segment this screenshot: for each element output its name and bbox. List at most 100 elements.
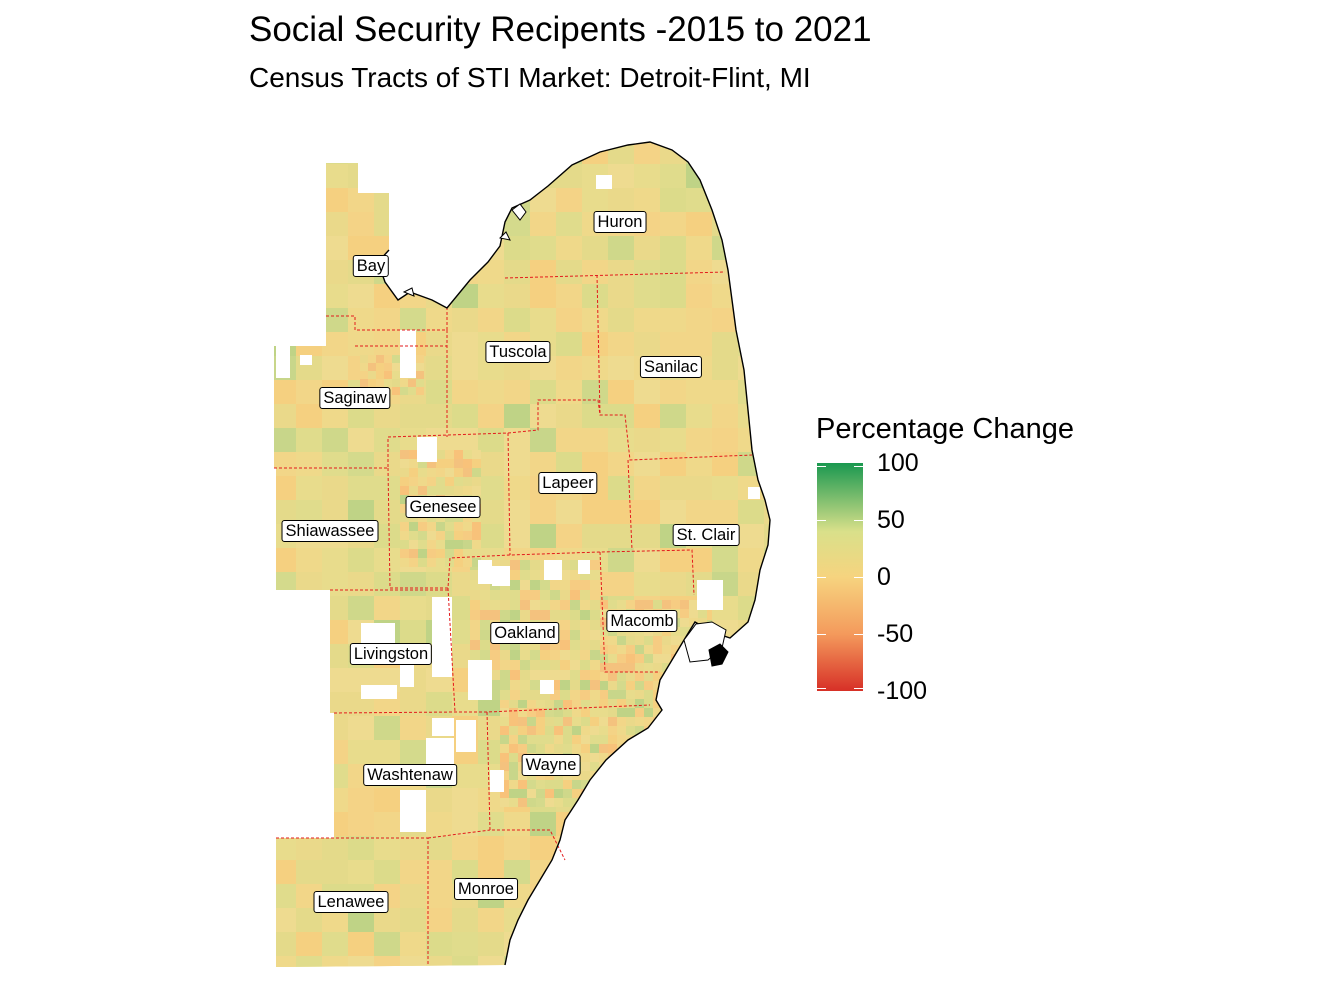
tract-cell: [582, 284, 608, 308]
tract-cell: [764, 572, 770, 596]
tract-cell: [617, 726, 626, 735]
tract-cell: [500, 640, 510, 650]
tract-cell: [686, 932, 712, 956]
tract-cell: [478, 212, 504, 236]
tract-cell: [608, 645, 617, 654]
tract-cell: [480, 590, 490, 600]
tract-cell: [504, 380, 530, 404]
tract-cell: [500, 690, 510, 700]
tract-cell: [563, 789, 572, 798]
tract-cell: [274, 500, 296, 524]
tract-cell: [400, 549, 409, 558]
tract-cell: [644, 600, 653, 609]
tract-cell: [554, 717, 563, 726]
tract-cell: [689, 681, 698, 690]
tract-cell: [520, 600, 530, 610]
tract-cell: [608, 762, 617, 771]
tract-cell: [427, 468, 436, 477]
tract-cell: [470, 650, 480, 660]
tract-cell: [563, 726, 572, 735]
tract-cell: [590, 744, 599, 753]
tract-cell: [550, 640, 560, 650]
tract-cell: [653, 726, 662, 735]
tract-cell: [480, 650, 490, 660]
tract-cell: [635, 744, 644, 753]
tract-cell: [738, 284, 764, 308]
tract-cell: [509, 726, 518, 735]
tract-cell: [400, 260, 426, 284]
tract-cell: [530, 570, 540, 580]
tract-cell: [560, 660, 570, 670]
tract-cell: [400, 142, 426, 164]
tract-cell: [680, 681, 689, 690]
tract-cell: [400, 540, 409, 549]
tract-cell: [599, 726, 608, 735]
tract-cell: [582, 860, 608, 884]
tract-cell: [764, 716, 770, 740]
tract-cell: [698, 726, 707, 735]
tract-cell: [590, 762, 599, 771]
tract-cell: [478, 142, 504, 164]
tract-cell: [686, 452, 712, 476]
tract-cell: [764, 356, 770, 380]
tract-cell: [608, 708, 617, 717]
tract-cell: [400, 956, 426, 967]
tract-cell: [608, 142, 634, 164]
tract-cell: [617, 780, 626, 789]
tract-cell: [400, 486, 409, 495]
tract-cell: [556, 404, 582, 428]
tract-cell: [436, 468, 445, 477]
tract-cell: [686, 908, 712, 932]
tract-cell: [712, 788, 738, 812]
tract-cell: [530, 884, 556, 908]
tract-cell: [764, 236, 770, 260]
tract-cell: [540, 660, 550, 670]
tract-cell: [626, 636, 635, 645]
tract-cell: [527, 798, 536, 807]
tract-cell: [653, 789, 662, 798]
tract-cell: [764, 764, 770, 788]
tract-cell: [510, 660, 520, 670]
tract-cell: [686, 404, 712, 428]
tract-cell: [510, 650, 520, 660]
tract-cell: [376, 355, 384, 363]
tract-cell: [653, 735, 662, 744]
county-label-st-clair: St. Clair: [672, 524, 740, 546]
tract-cell: [374, 332, 400, 356]
tract-cell: [322, 308, 348, 332]
tract-cell: [644, 699, 653, 708]
tract-cell: [348, 812, 374, 836]
tract-cell: [463, 549, 472, 558]
tract-cell: [689, 762, 698, 771]
tract-cell: [764, 500, 770, 524]
tract-cell: [582, 142, 608, 164]
census-tracts: [274, 142, 770, 967]
tract-cell: [738, 836, 764, 860]
tract-cell: [348, 596, 374, 620]
tract-cell: [608, 836, 634, 860]
tract-cell: [660, 884, 686, 908]
tract-cell: [560, 640, 570, 650]
tract-cell: [550, 660, 560, 670]
tract-cell: [408, 379, 416, 387]
tract-cell: [581, 744, 590, 753]
tract-cell: [426, 356, 452, 380]
tract-cell: [478, 932, 504, 956]
tract-cell: [322, 692, 348, 716]
tract-cell: [599, 681, 608, 690]
island: [511, 203, 527, 221]
tract-cell: [478, 740, 504, 764]
tract-cell: [671, 726, 680, 735]
tract-cell: [580, 580, 590, 590]
legend-tick-mark: [854, 634, 863, 635]
tract-cell: [560, 610, 570, 620]
tract-cell: [680, 735, 689, 744]
tract-cell: [556, 188, 582, 212]
tract-cell: [662, 771, 671, 780]
tract-cell: [520, 560, 530, 570]
tract-cell: [478, 524, 504, 548]
tract-cell: [409, 522, 418, 531]
tract-cell: [653, 798, 662, 807]
tract-cell: [520, 640, 530, 650]
tract-cell: [500, 699, 509, 708]
